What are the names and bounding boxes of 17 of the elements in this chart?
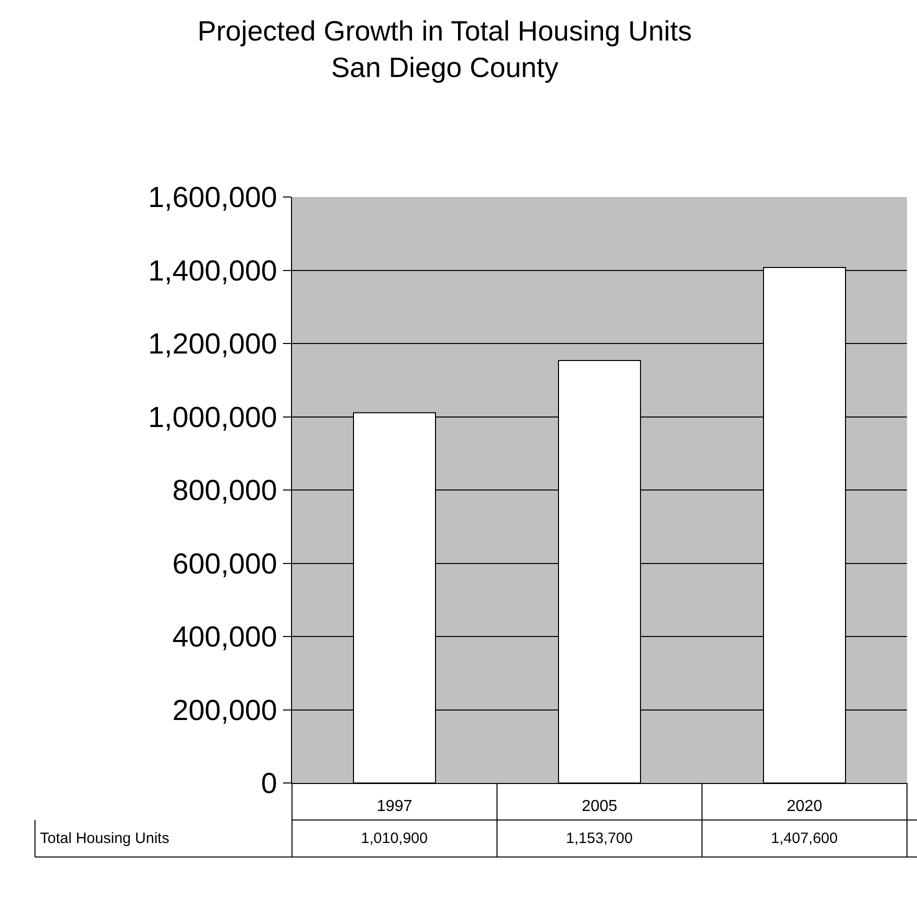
- chart-title: Projected Growth in Total Housing Units San Diego County: [198, 15, 692, 83]
- y-tick-label: 200,000: [172, 694, 278, 727]
- x-tick-label: 1997: [376, 798, 412, 816]
- y-tick-label: 1,400,000: [148, 255, 278, 288]
- data-label: 1,407,600: [771, 830, 838, 847]
- text: Total Housing Units: [40, 830, 170, 847]
- y-tick-label: 1,000,000: [148, 402, 278, 434]
- x-tick-label: 2020: [786, 798, 822, 816]
- x-tick-label: 2005: [582, 798, 618, 816]
- y-tick-label: 1,600,000: [148, 182, 278, 214]
- data-label: 1,010,900: [361, 830, 428, 847]
- y-tick-label: 600,000: [172, 548, 278, 580]
- y-tick-label: 400,000: [172, 622, 278, 654]
- y-tick-label: 0: [261, 768, 278, 800]
- y-tick-label: 1,200,000: [148, 328, 278, 361]
- y-tick-label: 800,000: [172, 475, 278, 508]
- data-label: 1,153,700: [566, 830, 633, 847]
